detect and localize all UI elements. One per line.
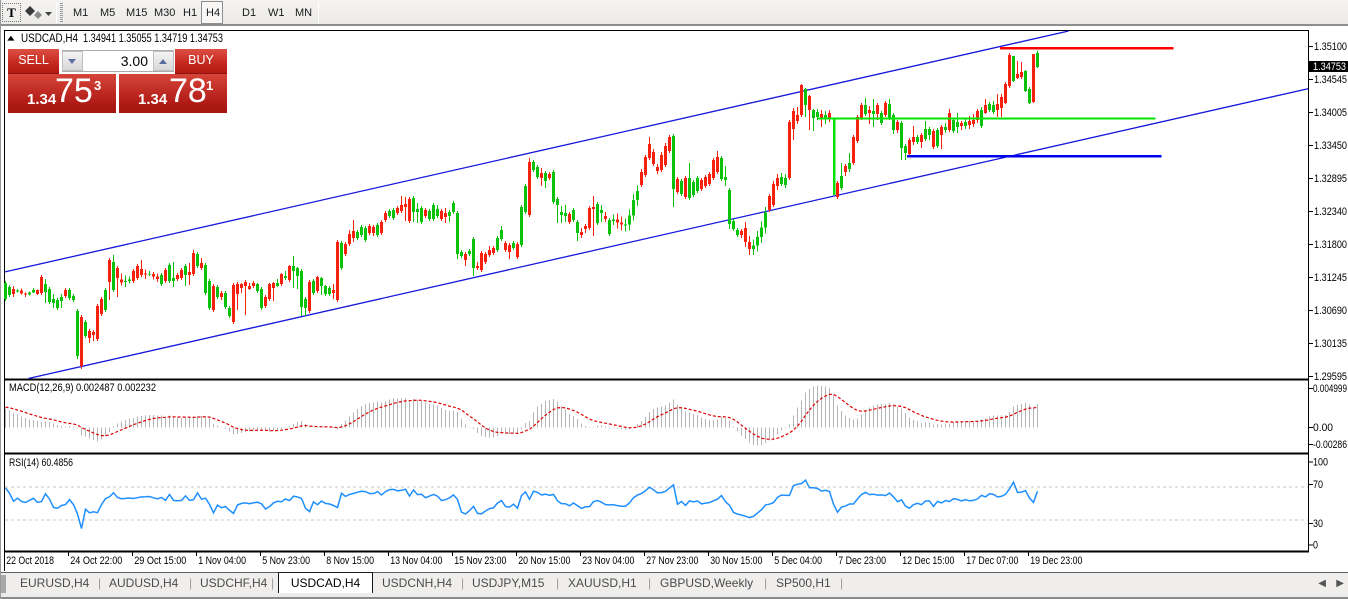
svg-text:19 Dec 23:00: 19 Dec 23:00 bbox=[1030, 555, 1082, 567]
svg-text:1.31800: 1.31800 bbox=[1314, 239, 1347, 251]
svg-text:0.004999: 0.004999 bbox=[1313, 383, 1347, 395]
svg-text:1.34005: 1.34005 bbox=[1314, 107, 1347, 119]
svg-text:-0.00286: -0.00286 bbox=[1313, 439, 1347, 451]
svg-text:MACD(12,26,9) 0.002487 0.00223: MACD(12,26,9) 0.002487 0.002232 bbox=[9, 382, 156, 394]
svg-text:0.00: 0.00 bbox=[1313, 422, 1333, 434]
svg-text:30 Nov 15:00: 30 Nov 15:00 bbox=[710, 555, 762, 567]
svg-text:29 Oct 15:00: 29 Oct 15:00 bbox=[134, 555, 186, 567]
svg-text:24 Oct 22:00: 24 Oct 22:00 bbox=[70, 555, 122, 567]
svg-text:RSI(14) 60.4856: RSI(14) 60.4856 bbox=[9, 457, 73, 469]
svg-text:5 Dec 04:00: 5 Dec 04:00 bbox=[774, 555, 822, 567]
svg-text:22 Oct 2018: 22 Oct 2018 bbox=[6, 555, 54, 567]
svg-text:20 Nov 15:00: 20 Nov 15:00 bbox=[518, 555, 570, 567]
svg-text:5 Nov 23:00: 5 Nov 23:00 bbox=[262, 555, 310, 567]
svg-text:8 Nov 15:00: 8 Nov 15:00 bbox=[326, 555, 374, 567]
svg-text:1.29595: 1.29595 bbox=[1314, 371, 1347, 383]
svg-text:1.30135: 1.30135 bbox=[1314, 338, 1347, 350]
svg-text:1.30690: 1.30690 bbox=[1314, 305, 1347, 317]
svg-text:70: 70 bbox=[1313, 479, 1323, 491]
svg-text:13 Nov 04:00: 13 Nov 04:00 bbox=[390, 555, 442, 567]
svg-text:1.34941 1.35055 1.34719 1.3475: 1.34941 1.35055 1.34719 1.34753 bbox=[83, 33, 223, 45]
svg-text:7 Dec 23:00: 7 Dec 23:00 bbox=[838, 555, 886, 567]
svg-text:30: 30 bbox=[1313, 518, 1323, 530]
svg-text:1.33450: 1.33450 bbox=[1314, 140, 1347, 152]
svg-text:100: 100 bbox=[1313, 457, 1328, 469]
svg-text:12 Dec 15:00: 12 Dec 15:00 bbox=[902, 555, 954, 567]
svg-text:USDCAD,H4: USDCAD,H4 bbox=[21, 33, 79, 45]
svg-text:15 Nov 23:00: 15 Nov 23:00 bbox=[454, 555, 506, 567]
svg-text:1.34545: 1.34545 bbox=[1314, 74, 1347, 86]
svg-text:23 Nov 04:00: 23 Nov 04:00 bbox=[582, 555, 634, 567]
svg-text:1.35100: 1.35100 bbox=[1314, 41, 1347, 53]
svg-text:1.32340: 1.32340 bbox=[1314, 206, 1347, 218]
svg-text:27 Nov 23:00: 27 Nov 23:00 bbox=[646, 555, 698, 567]
svg-text:1.32895: 1.32895 bbox=[1314, 173, 1347, 185]
svg-text:1.31245: 1.31245 bbox=[1314, 272, 1347, 284]
svg-text:1.34753: 1.34753 bbox=[1313, 61, 1346, 73]
svg-text:17 Dec 07:00: 17 Dec 07:00 bbox=[966, 555, 1018, 567]
svg-text:1 Nov 04:00: 1 Nov 04:00 bbox=[198, 555, 246, 567]
svg-text:0: 0 bbox=[1313, 540, 1318, 552]
